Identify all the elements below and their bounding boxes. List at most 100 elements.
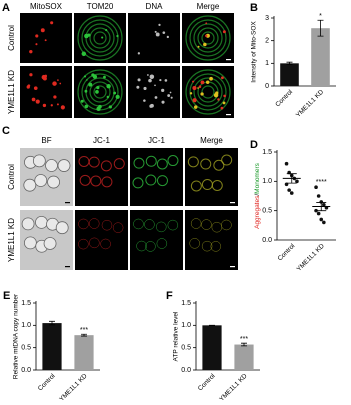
oocyte: [156, 158, 168, 170]
speck: [29, 49, 33, 54]
oocyte: [90, 175, 102, 187]
oocyte: [213, 159, 225, 171]
x-tick-label: Control: [37, 372, 57, 392]
y-axis-label: Relative mtDNA copy number: [13, 293, 20, 379]
speck: [84, 104, 89, 109]
oocyte: [145, 174, 157, 186]
ring: [77, 69, 123, 115]
micrograph: [128, 13, 180, 63]
image-bg: [185, 148, 238, 206]
speck: [91, 73, 95, 77]
image-bg: [20, 66, 72, 118]
y-axis-label: Aggregates/Monomers: [254, 162, 261, 229]
speck: [154, 30, 157, 33]
row-label: Control: [7, 25, 16, 51]
image-bg: [130, 210, 183, 270]
oocyte: [145, 155, 157, 167]
oocyte: [88, 218, 100, 229]
oocyte: [187, 156, 199, 168]
speck: [26, 85, 30, 89]
speck: [86, 79, 88, 81]
speck: [189, 92, 193, 95]
scale-bar: [230, 266, 235, 268]
micrograph: [75, 148, 128, 206]
row-label: YME1L1 KD: [7, 70, 16, 114]
speck: [60, 105, 65, 110]
column-header: JC-1: [93, 136, 110, 145]
ring: [197, 27, 219, 49]
oocyte: [32, 154, 46, 168]
oocyte: [136, 240, 147, 252]
panel-label: F: [166, 290, 173, 302]
speck: [192, 86, 197, 91]
y-tick-label: 0.5: [181, 345, 191, 352]
y-tick-label: 0.0: [262, 237, 272, 244]
ring: [193, 23, 223, 53]
oocyte: [47, 175, 60, 189]
oocyte: [132, 177, 144, 189]
y-tick-label: 2: [265, 38, 269, 45]
speck: [143, 99, 146, 102]
bar: [311, 28, 330, 86]
oocyte: [112, 222, 124, 233]
significance: *: [319, 13, 322, 20]
speck: [106, 83, 111, 89]
oocyte: [23, 236, 37, 250]
speck: [84, 89, 88, 93]
speck: [220, 106, 224, 110]
speck: [164, 79, 168, 82]
error-bar: [81, 333, 87, 337]
speck: [35, 34, 39, 38]
speck: [57, 79, 59, 81]
micrograph: [20, 210, 73, 270]
scale-bar: [226, 114, 231, 116]
speck: [96, 85, 100, 90]
y-tick-label: 1.0: [262, 178, 272, 185]
bar: [234, 344, 254, 370]
speck: [136, 85, 140, 89]
oocyte: [88, 156, 100, 168]
oocyte: [201, 240, 213, 252]
panel-label: A: [2, 2, 10, 14]
point: [295, 179, 299, 184]
oocyte: [55, 221, 69, 235]
speck: [96, 106, 101, 111]
bar: [74, 335, 94, 370]
image-bg: [20, 13, 72, 63]
oocyte: [35, 215, 48, 229]
point: [322, 220, 326, 225]
speck: [83, 75, 87, 78]
speck: [44, 39, 47, 42]
micrograph: [74, 13, 126, 63]
micrograph: [20, 148, 73, 206]
oocyte: [78, 238, 89, 250]
speck: [154, 84, 156, 87]
error-bar: [286, 173, 297, 184]
scale-bar: [230, 202, 235, 204]
speck: [223, 94, 226, 98]
y-tick-label: 1.0: [181, 322, 191, 329]
micrograph: [185, 210, 238, 270]
oocyte: [23, 178, 37, 192]
point: [322, 203, 326, 207]
speck: [50, 104, 53, 107]
speck: [31, 97, 36, 102]
ring: [93, 31, 107, 45]
micrograph: [75, 210, 128, 270]
y-axis-label: ATP relative level: [173, 311, 180, 362]
point: [316, 211, 321, 216]
point: [319, 217, 324, 222]
speck: [56, 103, 59, 106]
speck: [200, 92, 204, 96]
x-tick-label: Control: [197, 372, 217, 392]
oocyte: [156, 238, 168, 249]
oocyte: [133, 157, 145, 169]
oocyte: [190, 218, 202, 229]
speck: [87, 33, 91, 37]
row-label: Control: [7, 164, 16, 190]
speck: [149, 104, 153, 108]
speck: [143, 86, 147, 91]
speck: [35, 43, 38, 46]
y-tick-label: 0.5: [262, 208, 272, 215]
